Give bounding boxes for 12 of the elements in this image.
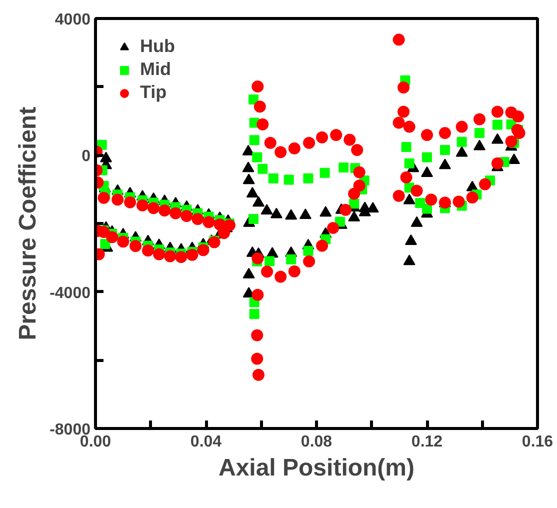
x-tick-label: 0.04 bbox=[190, 434, 222, 450]
legend-label: Mid bbox=[140, 59, 171, 80]
legend-label: Hub bbox=[140, 36, 175, 57]
x-tick-label: 0.16 bbox=[522, 434, 554, 450]
x-axis-title: Axial Position(m) bbox=[218, 454, 415, 482]
x-tick-label: 0.08 bbox=[300, 434, 332, 450]
y-tick-label: 0 bbox=[82, 148, 91, 166]
legend-label: Tip bbox=[140, 82, 167, 103]
y-tick-label: 4000 bbox=[54, 12, 91, 28]
y-axis-title: Pressure Coefficient bbox=[14, 106, 42, 340]
x-tick-label: 0.12 bbox=[411, 434, 443, 450]
y-tick-label: -4000 bbox=[50, 284, 91, 302]
